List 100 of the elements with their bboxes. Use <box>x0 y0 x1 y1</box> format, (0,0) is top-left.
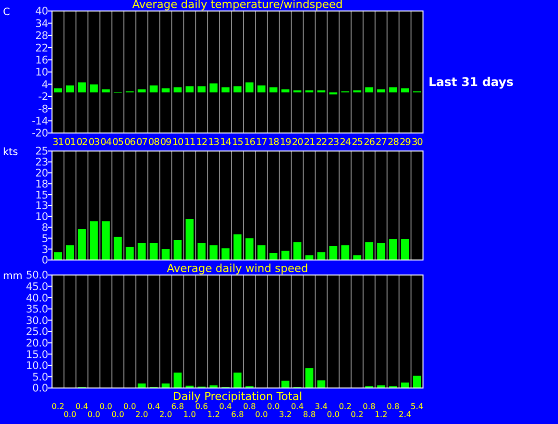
data-label: 1.2 <box>374 410 388 419</box>
y-tick-label: 25.0 <box>26 326 48 338</box>
y-tick-label: 4 <box>42 78 49 91</box>
x-tick-label: 20 <box>292 137 304 148</box>
y-tick-label: -20 <box>32 128 48 140</box>
y-tick-label: -2 <box>38 91 48 104</box>
x-tick-label: 11 <box>184 137 196 148</box>
x-tick-label: 13 <box>208 137 220 148</box>
y-tick-label: 10 <box>35 66 48 79</box>
x-tick-label: 08 <box>148 137 160 148</box>
data-label: 0.2 <box>350 410 364 419</box>
y-tick-label: 28 <box>35 30 48 42</box>
data-label: 0.2 <box>52 402 64 411</box>
x-tick-label: 12 <box>196 137 208 148</box>
x-tick-label: 02 <box>76 137 88 148</box>
data-label: 0.0 <box>255 410 268 419</box>
data-label: 6.8 <box>231 410 244 419</box>
y-tick-label: 25 <box>35 146 48 158</box>
x-tick-label: 05 <box>112 137 124 148</box>
x-tick-label: 30 <box>412 137 424 148</box>
data-label: 0.4 <box>76 402 88 411</box>
y-tick-label: 40.0 <box>26 292 48 304</box>
data-label: 1.0 <box>183 410 196 419</box>
y-tick-label: 20.0 <box>26 337 48 350</box>
y-tick-label: 0 <box>42 254 48 267</box>
x-tick-label: 23 <box>328 137 340 148</box>
data-label: 0.8 <box>386 402 400 411</box>
data-label: 0.0 <box>111 410 124 419</box>
data-label: 8.8 <box>302 410 316 419</box>
y-tick-label: 15 <box>35 189 48 202</box>
x-tick-label: 26 <box>364 137 376 148</box>
x-tick-label: 29 <box>400 137 412 148</box>
data-label: 2.0 <box>135 410 148 419</box>
x-axis-title: Daily Precipitation Total <box>172 390 302 403</box>
chart-title: Average daily temperature/windspeed <box>132 0 343 11</box>
data-label: 0.4 <box>219 402 232 411</box>
y-tick-label: 40 <box>35 6 48 18</box>
data-label: 0.8 <box>362 402 376 411</box>
x-tick-label: 28 <box>388 137 400 148</box>
x-tick-label: 09 <box>160 137 172 148</box>
y-axis-title: C <box>3 7 10 18</box>
y-axis-title: kts <box>3 147 18 158</box>
y-tick-label: 10.0 <box>26 360 48 372</box>
data-label: 0.4 <box>290 402 304 411</box>
data-label: 0.0 <box>267 402 280 411</box>
y-axis-title: mm <box>3 271 22 282</box>
data-label: 3.4 <box>314 402 328 411</box>
y-tick-label: 34 <box>35 18 49 30</box>
data-label: 0.0 <box>326 410 340 419</box>
y-tick-label: 13 <box>35 200 48 212</box>
y-tick-label: 30.0 <box>26 314 48 327</box>
data-label: 2.4 <box>398 410 412 419</box>
data-label: 2.0 <box>159 410 172 419</box>
y-tick-label: -8 <box>38 103 48 116</box>
y-tick-label: 8 <box>42 222 48 234</box>
x-tick-label: 25 <box>352 137 364 148</box>
x-tick-label: 18 <box>268 137 280 148</box>
x-tick-label: 17 <box>256 137 268 148</box>
y-tick-label: 0.0 <box>32 382 48 395</box>
y-tick-label: 45.0 <box>26 280 48 293</box>
y-tick-label: 18 <box>35 178 48 190</box>
data-label: 1.2 <box>207 410 220 419</box>
data-label: 0.6 <box>195 402 208 411</box>
y-tick-label: 22 <box>35 42 48 54</box>
y-tick-label: 10 <box>35 211 48 224</box>
data-label: 0.0 <box>88 410 100 419</box>
x-tick-label: 01 <box>64 137 76 148</box>
y-tick-label: -14 <box>32 115 49 128</box>
x-axis-title: Average daily wind speed <box>166 262 308 275</box>
x-tick-label: 16 <box>244 137 256 148</box>
y-tick-label: 5 <box>42 232 48 245</box>
y-tick-label: 15.0 <box>26 348 48 361</box>
y-tick-label: 3 <box>42 244 48 256</box>
data-label: 0.0 <box>64 410 76 419</box>
y-tick-label: 20 <box>35 167 48 180</box>
data-label: 0.4 <box>147 402 160 411</box>
text: Last 31 days <box>428 75 514 89</box>
data-label: 3.2 <box>279 410 292 419</box>
y-tick-label: 16 <box>35 54 49 66</box>
data-label: 5.4 <box>410 402 424 411</box>
data-label: 0.0 <box>123 402 136 411</box>
x-tick-label: 07 <box>136 137 148 148</box>
x-tick-label: 06 <box>124 137 136 148</box>
data-label: 6.8 <box>171 402 184 411</box>
data-label: 0.2 <box>338 402 352 411</box>
x-tick-label: 27 <box>376 137 388 148</box>
x-tick-label: 15 <box>232 137 244 148</box>
x-tick-label: 19 <box>280 137 292 148</box>
y-tick-label: 50.0 <box>26 270 48 282</box>
x-tick-label: 21 <box>304 137 316 148</box>
y-tick-label: 23 <box>35 156 48 169</box>
x-tick-label: 22 <box>316 137 328 148</box>
x-tick-label: 24 <box>340 137 352 148</box>
data-label: 0.8 <box>243 402 256 411</box>
x-tick-label: 31 <box>52 137 64 148</box>
y-tick-label: 5.0 <box>32 371 48 384</box>
x-tick-label: 03 <box>88 137 100 148</box>
x-tick-label: 04 <box>100 137 112 148</box>
x-tick-label: 10 <box>172 137 184 148</box>
x-tick-label: 14 <box>220 137 232 148</box>
